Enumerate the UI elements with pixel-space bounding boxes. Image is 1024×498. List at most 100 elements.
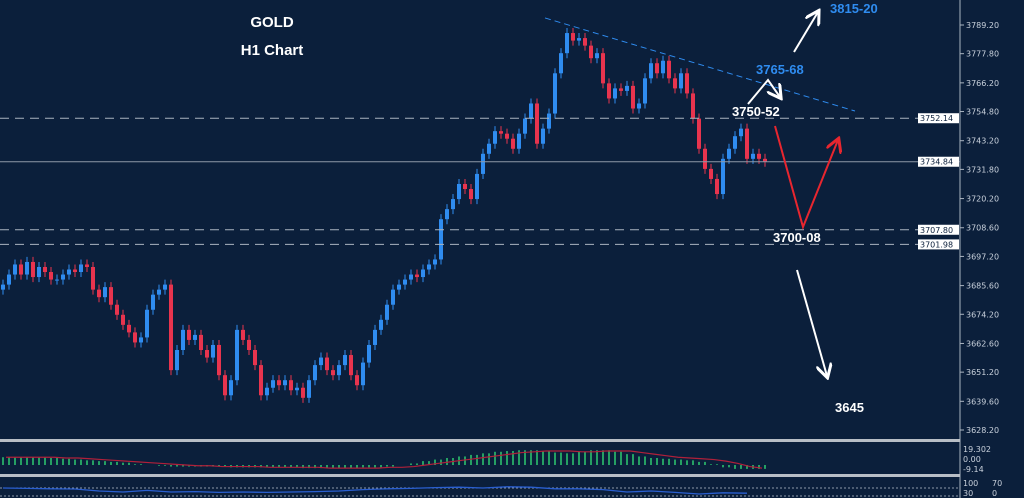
candle-bullish[interactable] — [475, 173, 479, 200]
candle-bearish[interactable] — [199, 334, 203, 351]
candle-bearish[interactable] — [655, 63, 659, 74]
candle-bullish[interactable] — [529, 103, 533, 119]
candle-bullish[interactable] — [481, 153, 485, 174]
candle-bearish[interactable] — [217, 344, 221, 376]
candle-bullish[interactable] — [517, 133, 521, 149]
candle-bearish[interactable] — [331, 370, 335, 376]
candle-bullish[interactable] — [25, 261, 29, 275]
candle-bearish[interactable] — [49, 272, 53, 280]
candle-bullish[interactable] — [13, 264, 17, 275]
candle-bullish[interactable] — [175, 350, 179, 371]
candle-bearish[interactable] — [667, 60, 671, 79]
candle-bullish[interactable] — [193, 334, 197, 340]
candle-bullish[interactable] — [67, 269, 71, 275]
candle-bearish[interactable] — [301, 387, 305, 398]
candle-bearish[interactable] — [325, 357, 329, 371]
candle-bearish[interactable] — [115, 304, 119, 315]
candle-bullish[interactable] — [235, 329, 239, 381]
candle-bearish[interactable] — [247, 339, 251, 351]
candle-bearish[interactable] — [73, 269, 77, 273]
candle-bullish[interactable] — [313, 365, 317, 381]
candle-bullish[interactable] — [751, 153, 755, 159]
rsi-pane-separator[interactable] — [0, 474, 960, 477]
candle-bullish[interactable] — [433, 259, 437, 265]
candle-bearish[interactable] — [349, 355, 353, 376]
candle-bullish[interactable] — [337, 365, 341, 376]
resistance-trendline[interactable] — [544, 17, 856, 112]
candle-bullish[interactable] — [319, 357, 323, 366]
candle-bearish[interactable] — [127, 324, 131, 333]
candle-bearish[interactable] — [511, 138, 515, 149]
candle-bullish[interactable] — [229, 380, 233, 396]
candle-bearish[interactable] — [415, 274, 419, 278]
candle-bullish[interactable] — [487, 143, 491, 154]
candle-bullish[interactable] — [559, 53, 563, 74]
candle-bearish[interactable] — [169, 284, 173, 371]
candle-bearish[interactable] — [601, 53, 605, 84]
candle-bearish[interactable] — [289, 380, 293, 391]
candle-bullish[interactable] — [637, 103, 641, 109]
candle-bullish[interactable] — [373, 329, 377, 345]
candle-bullish[interactable] — [361, 362, 365, 386]
candle-bearish[interactable] — [715, 178, 719, 195]
candle-bearish[interactable] — [463, 183, 467, 190]
candle-bullish[interactable] — [307, 380, 311, 398]
candle-bullish[interactable] — [457, 183, 461, 200]
candle-bearish[interactable] — [223, 375, 227, 396]
candle-bearish[interactable] — [187, 329, 191, 340]
candle-bearish[interactable] — [589, 45, 593, 59]
candle-bearish[interactable] — [97, 289, 101, 298]
candle-bearish[interactable] — [85, 264, 89, 267]
candle-bullish[interactable] — [367, 344, 371, 363]
candle-bearish[interactable] — [43, 266, 47, 273]
candle-bearish[interactable] — [241, 329, 245, 340]
candle-bearish[interactable] — [499, 131, 503, 134]
candle-bullish[interactable] — [343, 355, 347, 366]
candle-bullish[interactable] — [79, 264, 83, 273]
candle-bearish[interactable] — [277, 380, 281, 386]
candle-bullish[interactable] — [409, 274, 413, 280]
candle-bullish[interactable] — [679, 73, 683, 89]
candle-bearish[interactable] — [205, 350, 209, 358]
candle-bullish[interactable] — [733, 136, 737, 149]
candle-bullish[interactable] — [37, 266, 41, 278]
candle-bearish[interactable] — [763, 158, 767, 162]
candle-bullish[interactable] — [445, 209, 449, 220]
candle-bearish[interactable] — [709, 168, 713, 179]
candle-bullish[interactable] — [295, 387, 299, 391]
candle-bullish[interactable] — [439, 219, 443, 260]
candle-bullish[interactable] — [643, 78, 647, 104]
candle-bearish[interactable] — [703, 148, 707, 169]
candle-bullish[interactable] — [403, 279, 407, 285]
candle-bullish[interactable] — [283, 380, 287, 386]
candle-bullish[interactable] — [181, 329, 185, 351]
candle-bullish[interactable] — [421, 269, 425, 278]
candle-bullish[interactable] — [541, 128, 545, 144]
candle-bearish[interactable] — [469, 189, 473, 200]
candle-bullish[interactable] — [649, 63, 653, 79]
candle-bearish[interactable] — [355, 375, 359, 386]
candle-bullish[interactable] — [577, 38, 581, 41]
macd-pane-separator[interactable] — [0, 439, 960, 442]
candle-bullish[interactable] — [391, 289, 395, 305]
candle-bearish[interactable] — [109, 287, 113, 305]
candle-bullish[interactable] — [493, 131, 497, 144]
candle-bearish[interactable] — [259, 365, 263, 396]
candle-bullish[interactable] — [595, 53, 599, 59]
candle-bullish[interactable] — [61, 274, 65, 280]
candle-bearish[interactable] — [757, 153, 761, 159]
candle-bullish[interactable] — [55, 279, 59, 281]
candle-bullish[interactable] — [625, 85, 629, 91]
candle-bullish[interactable] — [727, 148, 731, 159]
candle-bullish[interactable] — [523, 118, 527, 134]
candle-bearish[interactable] — [535, 103, 539, 144]
candle-bullish[interactable] — [151, 294, 155, 310]
candle-bearish[interactable] — [673, 78, 677, 89]
candle-bullish[interactable] — [427, 264, 431, 270]
candle-bullish[interactable] — [265, 387, 269, 396]
candle-bearish[interactable] — [745, 128, 749, 159]
candle-bullish[interactable] — [613, 88, 617, 99]
candle-bullish[interactable] — [547, 113, 551, 129]
candle-bearish[interactable] — [571, 33, 575, 41]
candle-bullish[interactable] — [7, 274, 11, 285]
